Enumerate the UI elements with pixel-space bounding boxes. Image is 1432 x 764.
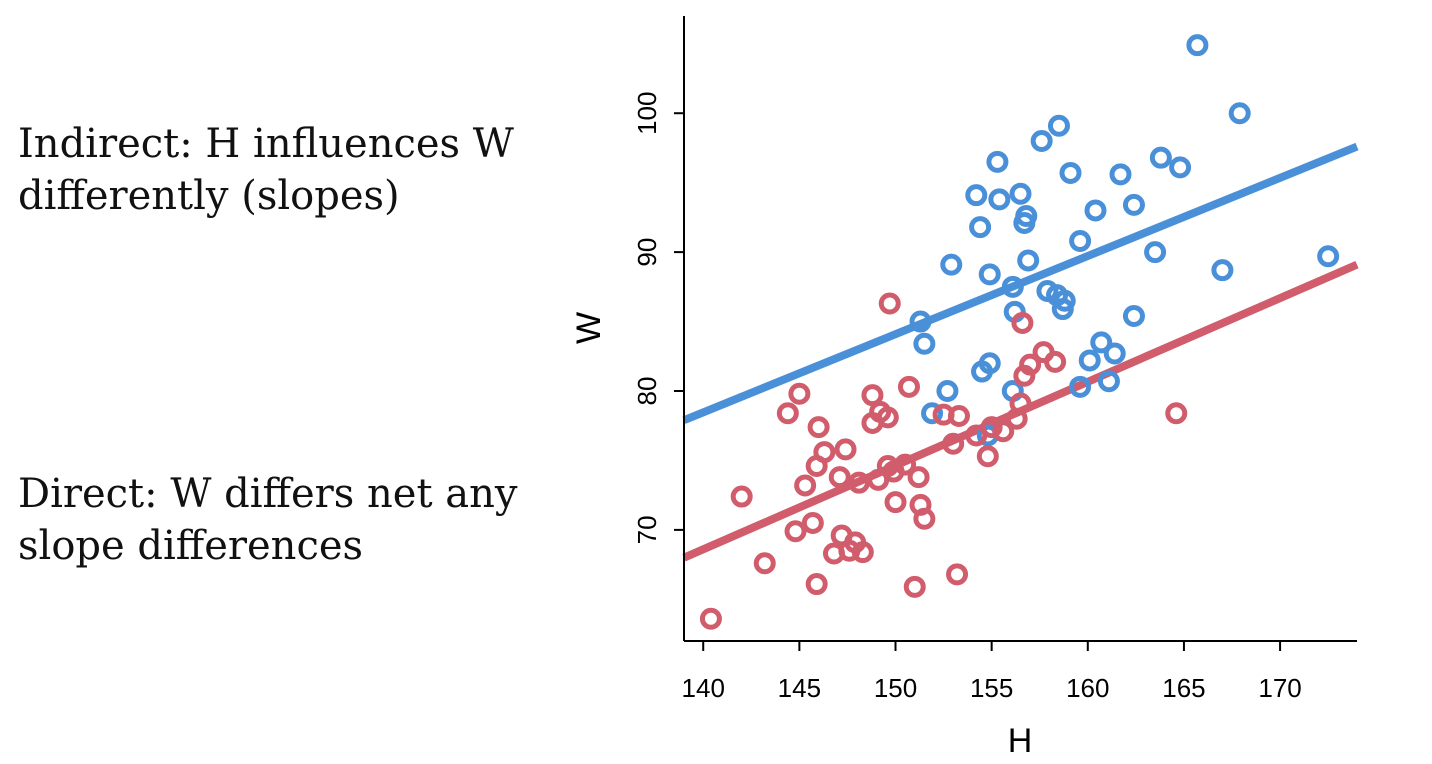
data-point-series-1 xyxy=(1059,161,1082,184)
x-tick-label: 160 xyxy=(1066,673,1109,703)
data-point-series-2 xyxy=(861,411,884,434)
data-point-series-1 xyxy=(1047,114,1070,137)
data-point-series-1 xyxy=(936,380,959,402)
data-point-series-2 xyxy=(847,471,870,494)
data-point-series-2 xyxy=(699,607,722,630)
data-point-series-2 xyxy=(867,468,890,491)
data-point-series-2 xyxy=(753,552,776,575)
data-point-series-1 xyxy=(1030,130,1053,152)
data-point-series-1 xyxy=(1069,230,1092,252)
data-point-series-1 xyxy=(1001,275,1024,298)
data-point-series-2 xyxy=(1165,402,1188,425)
data-point-series-1 xyxy=(978,263,1001,286)
data-point-series-1 xyxy=(986,150,1009,173)
data-point-series-2 xyxy=(834,438,857,461)
data-point-series-1 xyxy=(1122,305,1145,327)
scatter-chart: 140 145 150 155 160 165 170 70 80 90 100 H W xyxy=(570,16,1359,760)
data-point-series-2 xyxy=(884,491,907,514)
data-point-series-1 xyxy=(921,402,944,425)
data-point-series-2 xyxy=(788,382,811,405)
data-point-series-2 xyxy=(947,405,970,427)
x-tick-label: 145 xyxy=(778,673,821,703)
data-point-series-1 xyxy=(913,332,936,355)
data-point-series-2 xyxy=(851,541,874,564)
data-point-series-1 xyxy=(909,310,932,333)
data-point-series-1 xyxy=(1109,163,1132,186)
data-point-series-1 xyxy=(1144,241,1167,264)
data-point-series-1 xyxy=(1317,245,1340,268)
data-point-series-1 xyxy=(1122,193,1145,216)
data-point-series-1 xyxy=(1211,259,1234,282)
data-point-series-1 xyxy=(965,184,988,207)
data-point-series-1 xyxy=(1069,375,1092,398)
data-point-series-2 xyxy=(1044,350,1067,373)
data-point-series-2 xyxy=(976,445,999,468)
data-point-series-1 xyxy=(1103,342,1126,365)
data-point-series-1 xyxy=(988,188,1011,211)
indirect-effect-note: Indirect: H influences W differently (sl… xyxy=(18,121,514,219)
data-point-series-1 xyxy=(1084,199,1107,222)
data-point-series-2 xyxy=(992,420,1015,443)
data-point-series-2 xyxy=(913,507,936,530)
data-point-series-1 xyxy=(969,216,992,239)
data-point-series-2 xyxy=(805,455,828,477)
data-point-series-1 xyxy=(1017,249,1040,272)
x-tick-label: 150 xyxy=(874,673,917,703)
data-point-series-1 xyxy=(1149,146,1172,169)
x-tick-label: 165 xyxy=(1162,673,1205,703)
x-tick-label: 155 xyxy=(970,673,1013,703)
y-tick-label: 80 xyxy=(632,377,662,406)
data-point-series-2 xyxy=(903,575,926,598)
y-tick-label: 70 xyxy=(632,515,662,544)
y-tick-label: 90 xyxy=(632,238,662,267)
data-point-series-2 xyxy=(784,520,807,543)
data-point-series-2 xyxy=(801,511,824,534)
data-point-series-1 xyxy=(1009,182,1032,205)
y-axis-title: W xyxy=(570,312,608,344)
data-point-series-1 xyxy=(1051,298,1074,321)
data-point-series-1 xyxy=(940,253,963,276)
x-tick-label: 170 xyxy=(1258,673,1301,703)
data-point-series-1 xyxy=(1186,34,1209,57)
data-point-series-1 xyxy=(1169,156,1192,179)
x-tick-label: 140 xyxy=(682,673,725,703)
data-point-series-2 xyxy=(828,466,851,489)
data-point-series-2 xyxy=(1011,311,1034,334)
direct-effect-note: Direct: W differs net any slope differen… xyxy=(18,471,518,569)
x-axis-title: H xyxy=(1008,722,1033,760)
data-point-series-2 xyxy=(946,563,969,586)
data-point-series-2 xyxy=(822,542,845,565)
data-point-series-2 xyxy=(776,402,799,425)
data-point-series-2 xyxy=(878,292,901,315)
data-point-series-2 xyxy=(907,466,930,489)
data-point-series-2 xyxy=(730,485,753,508)
data-point-series-2 xyxy=(1005,407,1028,430)
y-tick-label: 100 xyxy=(632,92,662,135)
data-point-series-2 xyxy=(805,573,828,596)
data-point-series-2 xyxy=(1013,364,1036,387)
data-point-series-2 xyxy=(861,384,884,407)
data-point-series-2 xyxy=(942,432,965,455)
data-point-series-1 xyxy=(971,360,994,383)
data-point-series-1 xyxy=(1090,331,1113,354)
data-point-series-1 xyxy=(1097,370,1120,393)
data-point-series-2 xyxy=(794,474,817,497)
data-point-series-2 xyxy=(965,424,988,447)
data-point-series-2 xyxy=(897,375,920,398)
data-point-series-1 xyxy=(1078,349,1101,372)
data-point-series-1 xyxy=(1013,211,1036,234)
data-point-series-1 xyxy=(1228,102,1251,125)
data-point-series-2 xyxy=(807,416,830,439)
